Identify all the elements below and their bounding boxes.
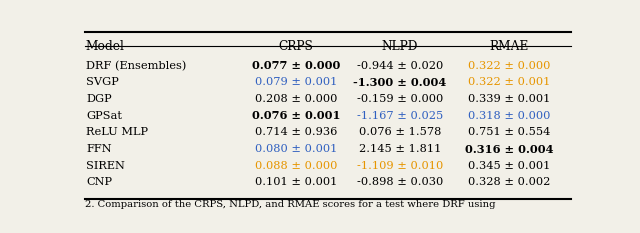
Text: 0.318 ± 0.000: 0.318 ± 0.000: [468, 111, 550, 121]
Text: NLPD: NLPD: [381, 40, 418, 53]
Text: -1.109 ± 0.010: -1.109 ± 0.010: [356, 161, 443, 171]
Text: 0.328 ± 0.002: 0.328 ± 0.002: [468, 178, 550, 187]
Text: 0.322 ± 0.001: 0.322 ± 0.001: [468, 77, 550, 87]
Text: 2.145 ± 1.811: 2.145 ± 1.811: [359, 144, 441, 154]
Text: -0.898 ± 0.030: -0.898 ± 0.030: [356, 178, 443, 187]
Text: -1.167 ± 0.025: -1.167 ± 0.025: [356, 111, 443, 121]
Text: 0.339 ± 0.001: 0.339 ± 0.001: [468, 94, 550, 104]
Text: 0.077 ± 0.000: 0.077 ± 0.000: [252, 60, 340, 71]
Text: 0.101 ± 0.001: 0.101 ± 0.001: [255, 178, 337, 187]
Text: 0.751 ± 0.554: 0.751 ± 0.554: [468, 127, 550, 137]
Text: DGP: DGP: [86, 94, 111, 104]
Text: 0.079 ± 0.001: 0.079 ± 0.001: [255, 77, 337, 87]
Text: 0.345 ± 0.001: 0.345 ± 0.001: [468, 161, 550, 171]
Text: -0.159 ± 0.000: -0.159 ± 0.000: [356, 94, 443, 104]
Text: RMAE: RMAE: [490, 40, 529, 53]
Text: 0.208 ± 0.000: 0.208 ± 0.000: [255, 94, 337, 104]
Text: FFN: FFN: [86, 144, 111, 154]
Text: GPSat: GPSat: [86, 111, 122, 121]
Text: Model: Model: [86, 40, 125, 53]
Text: 0.080 ± 0.001: 0.080 ± 0.001: [255, 144, 337, 154]
Text: SIREN: SIREN: [86, 161, 125, 171]
Text: 0.316 ± 0.004: 0.316 ± 0.004: [465, 144, 554, 154]
Text: DRF (Ensembles): DRF (Ensembles): [86, 61, 186, 71]
Text: CRPS: CRPS: [278, 40, 313, 53]
Text: 0.322 ± 0.000: 0.322 ± 0.000: [468, 61, 550, 71]
Text: 2. Comparison of the CRPS, NLPD, and RMAE scores for a test where DRF using: 2. Comparison of the CRPS, NLPD, and RMA…: [85, 200, 495, 209]
Text: 0.076 ± 0.001: 0.076 ± 0.001: [252, 110, 340, 121]
Text: 0.088 ± 0.000: 0.088 ± 0.000: [255, 161, 337, 171]
Text: CNP: CNP: [86, 178, 112, 187]
Text: ReLU MLP: ReLU MLP: [86, 127, 148, 137]
Text: 0.076 ± 1.578: 0.076 ± 1.578: [359, 127, 441, 137]
Text: SVGP: SVGP: [86, 77, 118, 87]
Text: -1.300 ± 0.004: -1.300 ± 0.004: [353, 77, 447, 88]
Text: 0.714 ± 0.936: 0.714 ± 0.936: [255, 127, 337, 137]
Text: -0.944 ± 0.020: -0.944 ± 0.020: [356, 61, 443, 71]
